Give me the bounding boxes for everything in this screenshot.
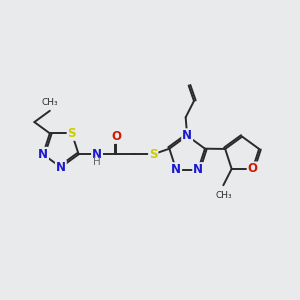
Text: N: N [171, 163, 181, 176]
Text: S: S [68, 127, 76, 140]
Text: H: H [93, 157, 101, 167]
Text: O: O [248, 162, 258, 176]
Text: N: N [193, 163, 203, 176]
Text: O: O [111, 130, 122, 143]
Text: N: N [182, 129, 192, 142]
Text: N: N [92, 148, 102, 161]
Text: N: N [38, 148, 48, 161]
Text: S: S [149, 148, 158, 161]
Text: CH₃: CH₃ [215, 190, 232, 200]
Text: CH₃: CH₃ [41, 98, 58, 107]
Text: N: N [56, 161, 66, 174]
